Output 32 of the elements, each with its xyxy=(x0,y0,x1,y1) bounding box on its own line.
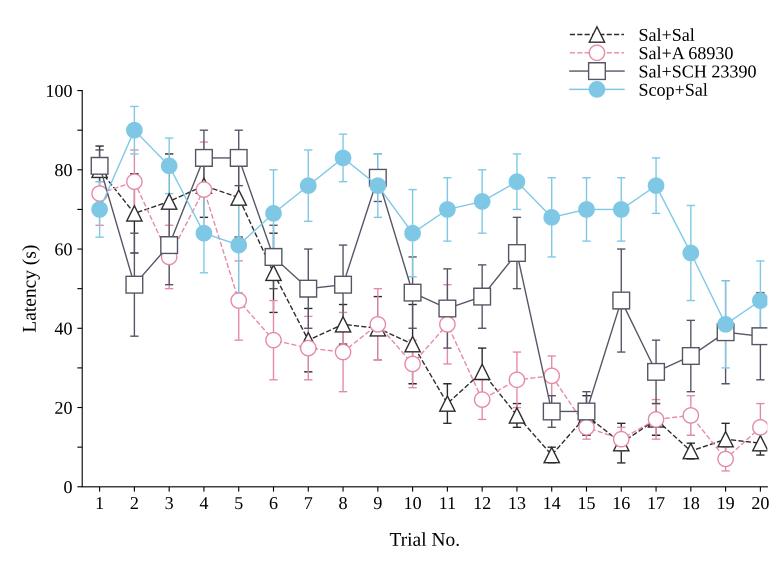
x-tick-label: 11 xyxy=(440,497,455,510)
x-tick-label: 10 xyxy=(405,497,421,510)
x-tick-label: 12 xyxy=(474,497,490,510)
x-tick-label: 8 xyxy=(339,497,347,510)
x-tick-label: 14 xyxy=(544,497,560,510)
y-tick-label: 0 xyxy=(64,481,72,494)
x-tick-label: 5 xyxy=(235,497,243,510)
x-tick-label: 16 xyxy=(614,497,630,510)
y-tick-label: 60 xyxy=(55,243,72,256)
y-tick-label: 100 xyxy=(47,84,72,97)
y-tick-label: 20 xyxy=(55,402,72,414)
x-tick-label: 15 xyxy=(579,497,595,510)
x-tick-label: 19 xyxy=(718,497,734,510)
y-tick-label: 80 xyxy=(55,164,72,176)
legend-label: Scop+Sal xyxy=(640,83,708,100)
x-tick-label: 18 xyxy=(683,497,700,510)
y-axis-title: Latency (s) xyxy=(22,246,40,332)
x-tick-label: 13 xyxy=(510,497,526,510)
legend-label: Sal+SCH 23390 xyxy=(640,64,756,78)
x-tick-label: 7 xyxy=(304,497,312,510)
y-tick-label: 40 xyxy=(54,322,72,335)
x-axis-title: Trial No. xyxy=(390,532,459,546)
x-tick-label: 17 xyxy=(648,497,665,510)
x-tick-label: 4 xyxy=(200,497,208,510)
x-tick-label: 1 xyxy=(96,497,104,510)
legend-label: Sal+Sal xyxy=(640,28,694,41)
x-tick-label: 20 xyxy=(752,497,769,510)
x-tick-label: 3 xyxy=(166,497,173,510)
x-tick-label: 2 xyxy=(130,497,138,510)
x-tick-label: 6 xyxy=(270,497,278,510)
x-tick-label: 9 xyxy=(374,497,382,510)
legend-label: Sal+A 68930 xyxy=(640,46,733,60)
